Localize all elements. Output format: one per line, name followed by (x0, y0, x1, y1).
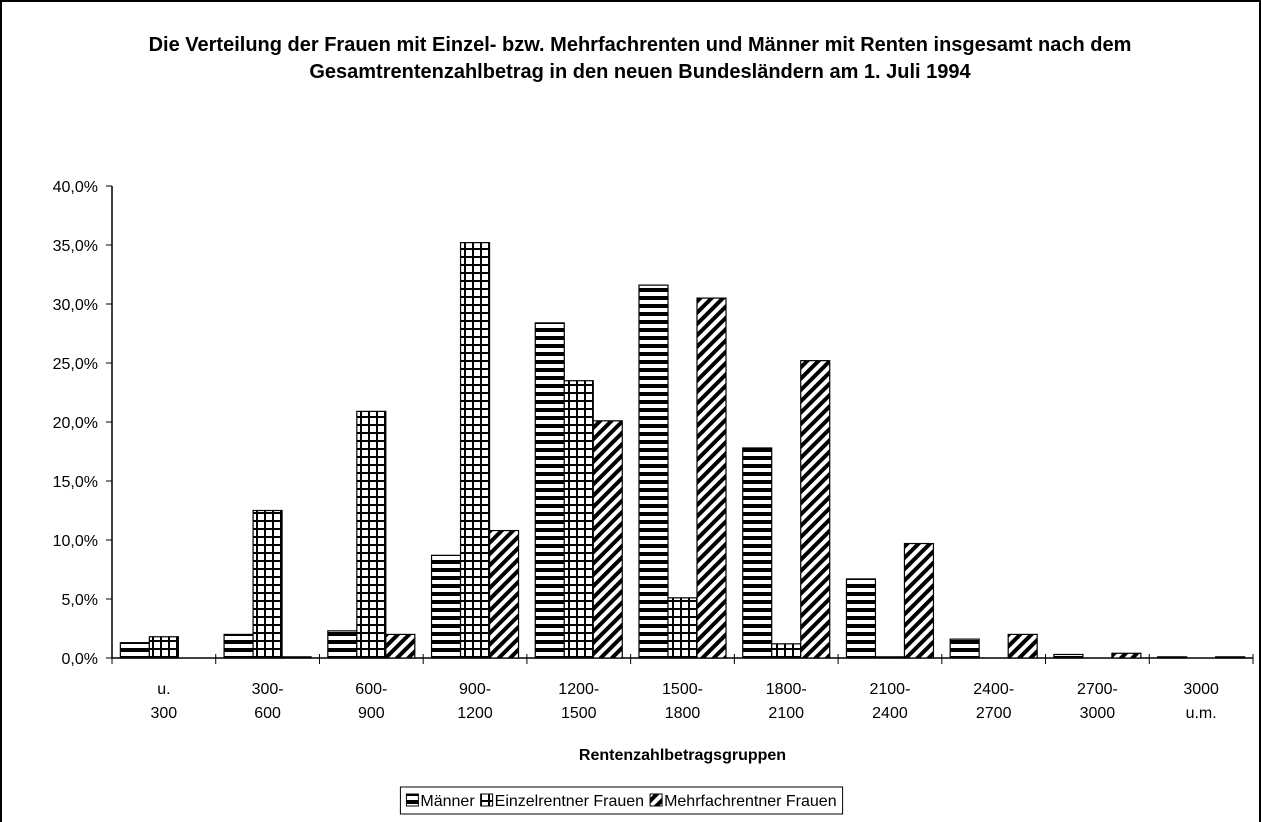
x-tick-label: u.m. (1186, 705, 1217, 722)
x-tick-label: 900 (358, 705, 385, 722)
x-tick-label: 2700- (1077, 681, 1118, 698)
bar (1053, 653, 1084, 659)
bar (1007, 633, 1038, 659)
legend-label: Mehrfachrentner Frauen (664, 793, 837, 810)
bar (1215, 656, 1246, 659)
x-tick-label: 300 (151, 705, 178, 722)
y-tick-label: 25,0% (53, 356, 98, 373)
legend-label: Einzelrentner Frauen (495, 793, 644, 810)
x-tick-label: 3000 (1080, 705, 1116, 722)
bar (148, 636, 179, 659)
chart-title: Die Verteilung der Frauen mit Einzel- bz… (148, 34, 1132, 83)
bar (638, 284, 669, 659)
x-tick-label: 1800 (665, 705, 701, 722)
bar (534, 322, 565, 659)
x-tick-label: 900- (459, 681, 491, 698)
bar (903, 542, 935, 659)
x-tick-label: 2400 (872, 705, 908, 722)
legend-box (399, 786, 844, 815)
bar (845, 578, 877, 659)
y-tick-label: 30,0% (53, 297, 98, 314)
y-tick-label: 35,0% (53, 238, 98, 255)
x-tick-label: 300- (252, 681, 284, 698)
x-tick-label: 2100- (869, 681, 910, 698)
bar (281, 656, 312, 659)
bar (119, 642, 150, 659)
x-tick-label: 600 (254, 705, 281, 722)
x-tick-label: 1200- (558, 681, 599, 698)
bar (563, 380, 594, 659)
x-tick-label: 1200 (457, 705, 493, 722)
bar (356, 410, 387, 659)
legend-swatch (480, 793, 494, 807)
bar (327, 630, 358, 659)
bar (385, 633, 416, 659)
x-tick-label: 3000 (1183, 681, 1219, 698)
bar (949, 638, 980, 659)
bar (223, 633, 254, 659)
x-tick-label: 2100 (768, 705, 804, 722)
x-axis-label: Rentenzahlbetragsgruppen (579, 747, 786, 764)
bar (874, 656, 906, 659)
y-tick-label: 20,0% (53, 415, 98, 432)
bar (1157, 656, 1188, 659)
bar (742, 447, 773, 659)
y-tick-label: 40,0% (53, 179, 98, 196)
bar (459, 242, 491, 659)
legend-swatch (649, 793, 663, 807)
y-tick-label: 15,0% (53, 474, 98, 491)
x-tick-label: 1800- (766, 681, 807, 698)
bar (771, 643, 802, 659)
x-tick-label: 1500 (561, 705, 597, 722)
x-tick-label: 2400- (973, 681, 1014, 698)
bar (667, 597, 698, 659)
legend-swatch (405, 793, 419, 807)
bar (252, 509, 283, 659)
x-tick-label: u. (157, 681, 170, 698)
bar (696, 297, 727, 659)
legend: Männer Einzelrentner Frauen Mehrfachrentne… (399, 786, 844, 815)
bar (800, 360, 831, 659)
bar (592, 420, 623, 659)
y-tick-label: 10,0% (53, 533, 98, 550)
x-tick-label: 600- (355, 681, 387, 698)
x-tick-label: 2700 (976, 705, 1012, 722)
bar (488, 529, 520, 659)
legend-label: Männer (420, 793, 475, 810)
x-tick-label: 1500- (662, 681, 703, 698)
y-tick-label: 0,0% (62, 651, 98, 668)
y-tick-label: 5,0% (62, 592, 98, 609)
bar (430, 554, 462, 659)
bar (1111, 652, 1142, 659)
